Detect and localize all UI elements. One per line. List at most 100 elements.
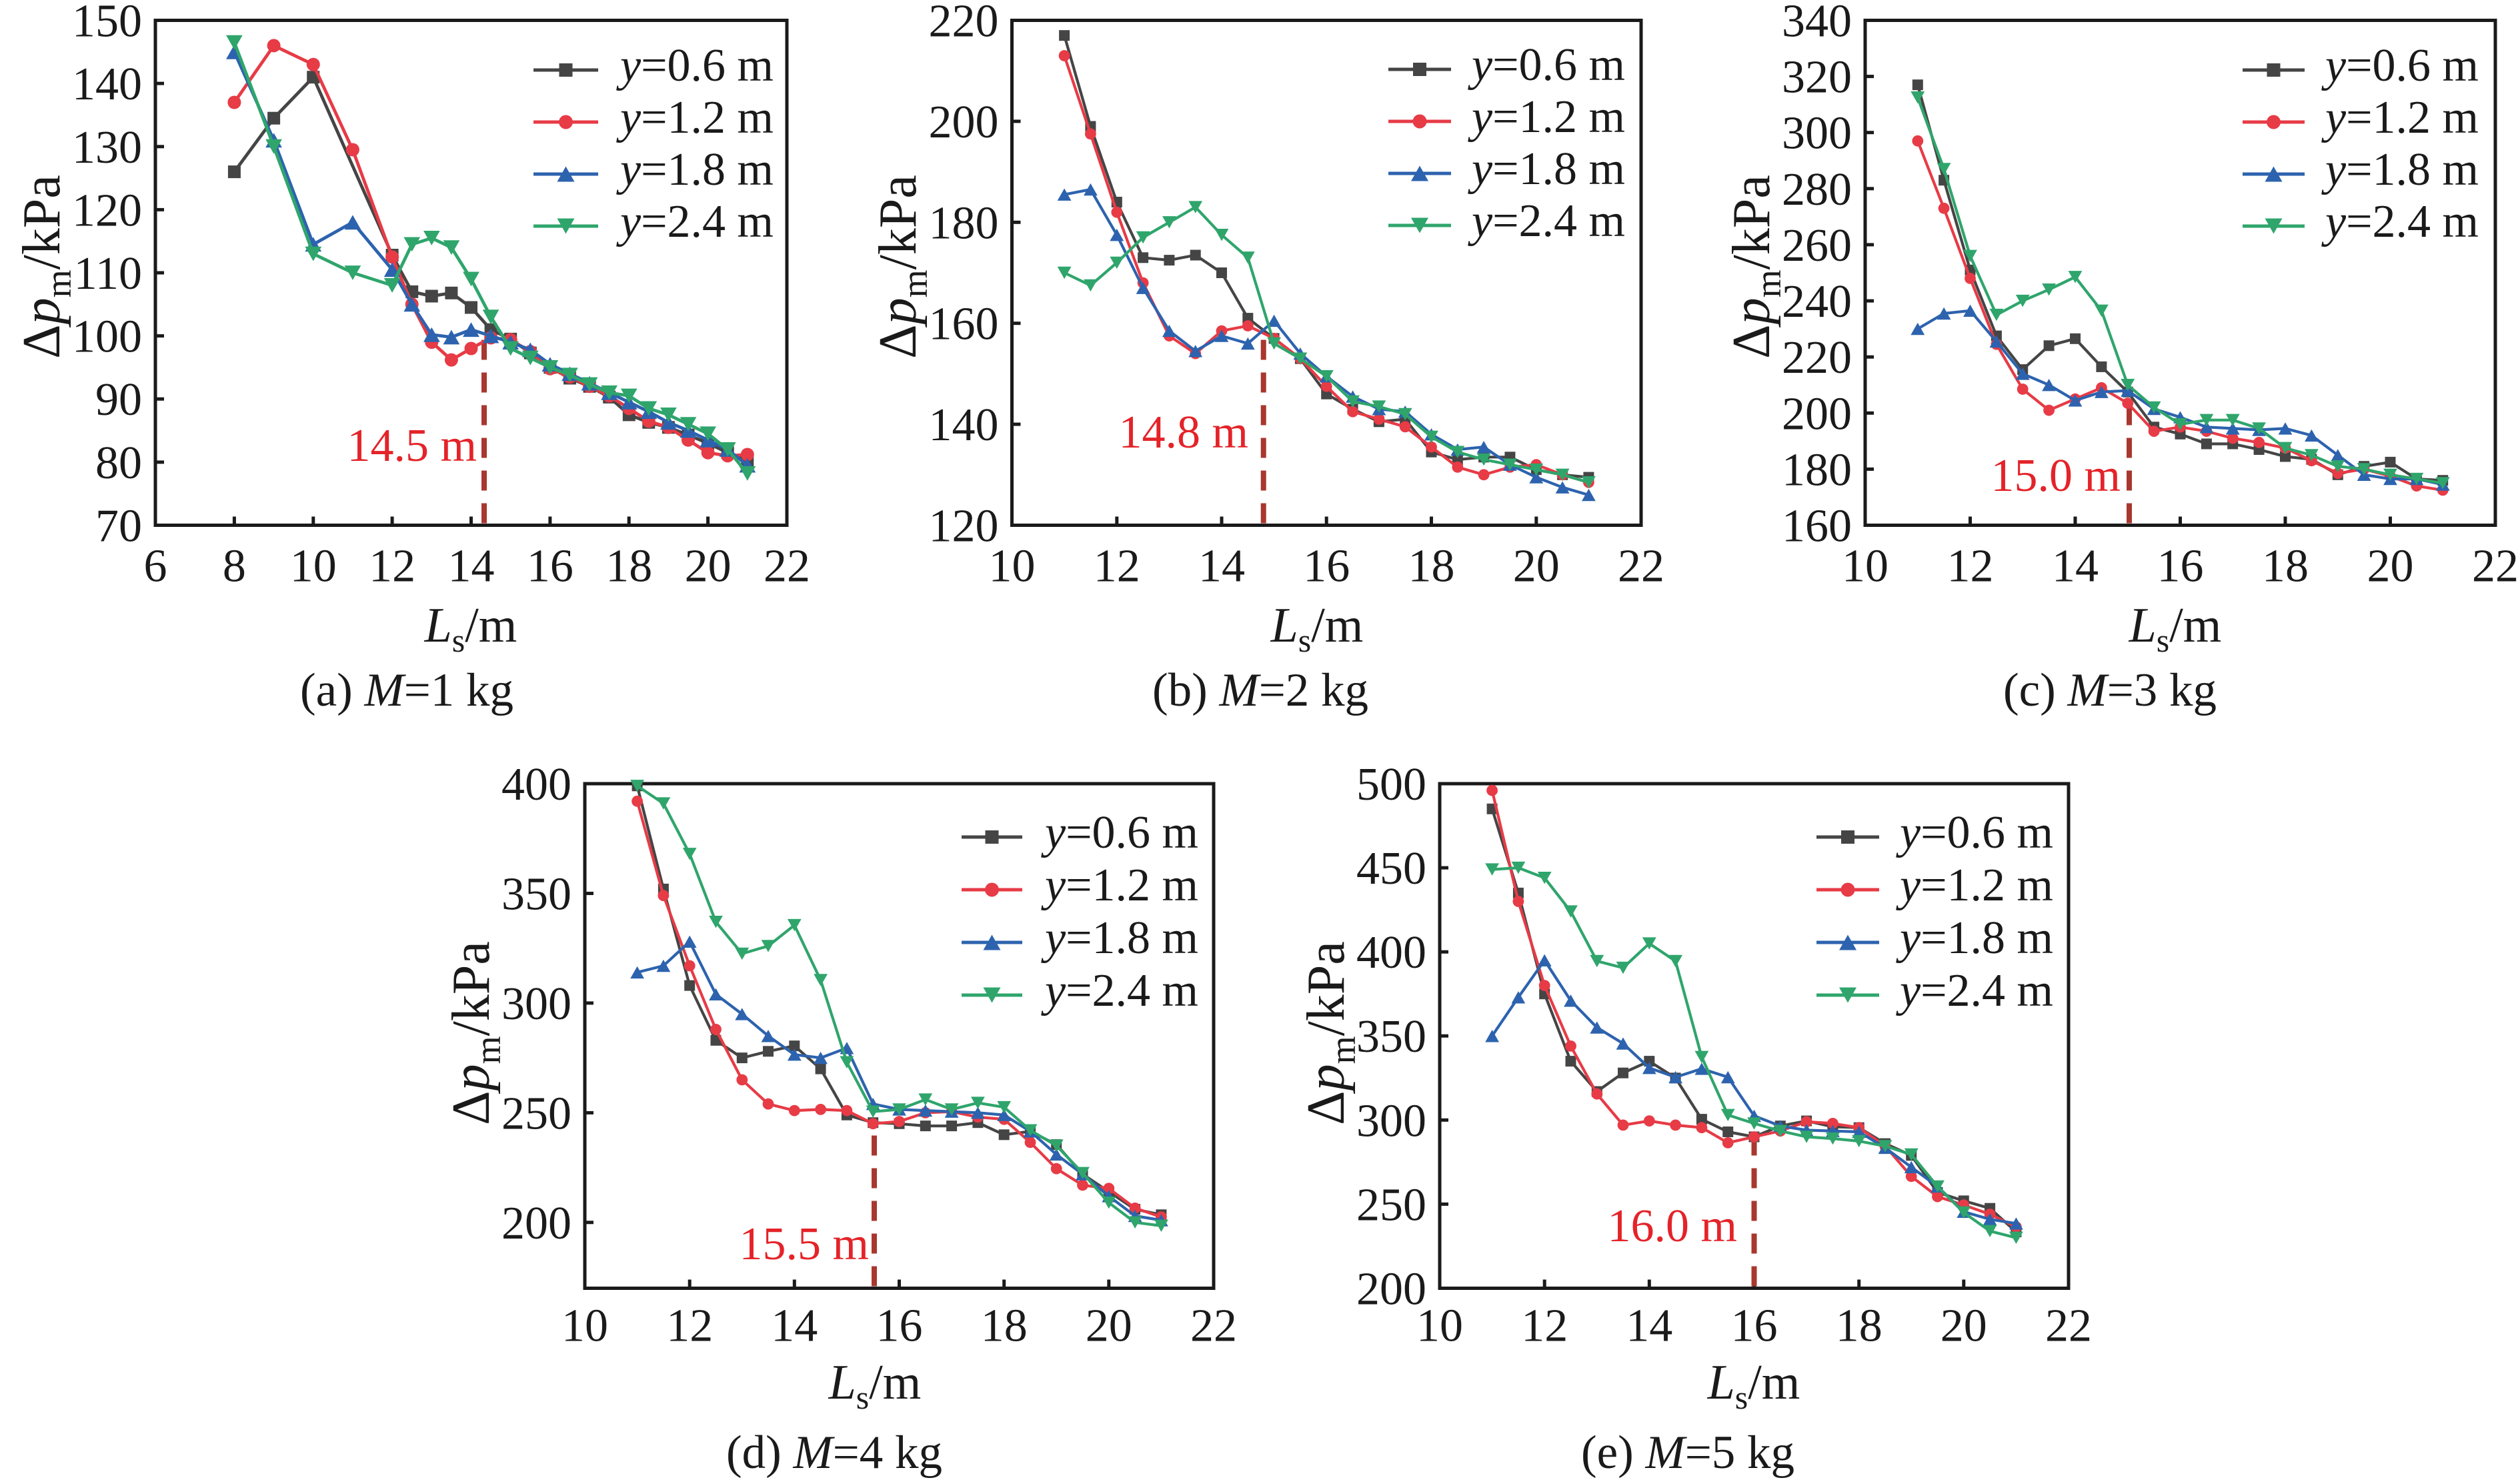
svg-text:y=0.6 m: y=0.6 m: [1468, 39, 1625, 91]
svg-text:12: 12: [1521, 1301, 1568, 1352]
svg-text:(e) M=5 kg: (e) M=5 kg: [1581, 1427, 1794, 1479]
svg-text:Ls/m: Ls/m: [2129, 598, 2222, 659]
svg-text:6: 6: [144, 541, 167, 592]
svg-text:y=1.2 m: y=1.2 m: [1896, 860, 2053, 911]
svg-text:340: 340: [1782, 0, 1852, 47]
svg-text:y=2.4 m: y=2.4 m: [1468, 195, 1625, 247]
svg-text:16: 16: [2157, 541, 2204, 592]
svg-text:16: 16: [1303, 541, 1350, 592]
svg-text:120: 120: [72, 185, 142, 236]
svg-text:180: 180: [929, 197, 999, 249]
svg-text:10: 10: [1842, 541, 1888, 592]
svg-text:14.8 m: 14.8 m: [1119, 407, 1248, 458]
svg-text:20: 20: [685, 541, 732, 592]
svg-text:120: 120: [929, 501, 999, 552]
svg-text:12: 12: [369, 541, 415, 592]
svg-text:220: 220: [929, 0, 999, 47]
svg-text:Ls/m: Ls/m: [424, 598, 517, 659]
svg-text:14: 14: [771, 1301, 818, 1352]
svg-text:Δpm/kPa: Δpm/kPa: [13, 175, 79, 359]
svg-text:10: 10: [290, 541, 337, 592]
svg-text:400: 400: [1356, 927, 1426, 978]
svg-text:15.0 m: 15.0 m: [1991, 450, 2121, 502]
svg-text:200: 200: [501, 1198, 571, 1249]
svg-text:140: 140: [72, 59, 142, 110]
svg-text:16: 16: [1731, 1301, 1778, 1352]
svg-text:18: 18: [1836, 1301, 1882, 1352]
svg-text:260: 260: [1782, 220, 1852, 271]
svg-text:y=1.8 m: y=1.8 m: [1468, 143, 1625, 195]
svg-text:20: 20: [1941, 1301, 1987, 1352]
svg-text:(a) M=1 kg: (a) M=1 kg: [300, 664, 513, 716]
svg-text:Δpm/kPa: Δpm/kPa: [1722, 175, 1788, 359]
svg-text:300: 300: [1782, 108, 1852, 159]
svg-text:Ls/m: Ls/m: [1270, 598, 1364, 659]
svg-text:y=1.2 m: y=1.2 m: [1041, 860, 1198, 911]
svg-text:y=1.8 m: y=1.8 m: [1896, 912, 2053, 964]
svg-text:y=1.8 m: y=1.8 m: [2321, 144, 2479, 195]
svg-text:y=1.2 m: y=1.2 m: [1468, 91, 1625, 143]
svg-text:280: 280: [1782, 164, 1852, 215]
svg-text:Ls/m: Ls/m: [828, 1355, 922, 1416]
svg-text:(b) M=2 kg: (b) M=2 kg: [1152, 664, 1368, 716]
svg-text:16: 16: [527, 541, 573, 592]
svg-text:150: 150: [72, 0, 142, 47]
svg-text:22: 22: [2472, 541, 2519, 592]
svg-text:18: 18: [2262, 541, 2309, 592]
svg-text:22: 22: [764, 541, 810, 592]
svg-text:240: 240: [1782, 276, 1852, 327]
svg-text:y=0.6 m: y=0.6 m: [1896, 807, 2053, 858]
svg-text:y=1.2 m: y=1.2 m: [616, 92, 774, 143]
svg-text:y=2.4 m: y=2.4 m: [616, 196, 774, 247]
svg-text:350: 350: [501, 869, 571, 920]
svg-text:20: 20: [2367, 541, 2414, 592]
svg-text:14: 14: [448, 541, 495, 592]
svg-text:18: 18: [981, 1301, 1028, 1352]
svg-text:y=1.8 m: y=1.8 m: [1041, 912, 1198, 964]
svg-text:80: 80: [95, 438, 142, 489]
svg-text:300: 300: [501, 978, 571, 1030]
svg-text:Ls/m: Ls/m: [1707, 1355, 1800, 1416]
svg-text:22: 22: [1190, 1301, 1237, 1352]
svg-text:250: 250: [1356, 1179, 1426, 1231]
svg-text:110: 110: [74, 248, 142, 299]
svg-text:10: 10: [1416, 1301, 1463, 1352]
svg-text:Δpm/kPa: Δpm/kPa: [442, 941, 508, 1125]
svg-text:350: 350: [1356, 1011, 1426, 1062]
svg-text:130: 130: [72, 122, 142, 173]
svg-text:450: 450: [1356, 843, 1426, 894]
svg-text:10: 10: [561, 1301, 608, 1352]
svg-text:22: 22: [2045, 1301, 2092, 1352]
svg-text:200: 200: [929, 97, 999, 148]
svg-text:90: 90: [95, 374, 142, 426]
svg-text:y=1.2 m: y=1.2 m: [2321, 92, 2479, 143]
svg-text:12: 12: [1094, 541, 1140, 592]
svg-text:16.0 m: 16.0 m: [1608, 1201, 1737, 1252]
svg-text:18: 18: [1408, 541, 1455, 592]
svg-text:300: 300: [1356, 1095, 1426, 1147]
svg-text:14.5 m: 14.5 m: [347, 420, 477, 472]
svg-text:y=0.6 m: y=0.6 m: [616, 40, 774, 91]
svg-text:20: 20: [1086, 1301, 1132, 1352]
svg-text:200: 200: [1356, 1264, 1426, 1315]
svg-text:22: 22: [1618, 541, 1664, 592]
svg-text:140: 140: [929, 400, 999, 451]
svg-text:(d) M=4 kg: (d) M=4 kg: [726, 1427, 942, 1479]
svg-text:14: 14: [1198, 541, 1245, 592]
svg-text:(c) M=3 kg: (c) M=3 kg: [2003, 664, 2217, 716]
svg-text:160: 160: [1782, 501, 1852, 552]
svg-text:10: 10: [989, 541, 1036, 592]
svg-text:180: 180: [1782, 444, 1852, 496]
svg-text:15.5 m: 15.5 m: [740, 1219, 869, 1270]
svg-text:12: 12: [1947, 541, 1994, 592]
svg-text:y=1.8 m: y=1.8 m: [616, 144, 774, 195]
svg-text:y=0.6 m: y=0.6 m: [1041, 807, 1198, 858]
svg-text:y=2.4 m: y=2.4 m: [1041, 965, 1198, 1016]
svg-text:y=2.4 m: y=2.4 m: [1896, 965, 2053, 1016]
svg-text:200: 200: [1782, 388, 1852, 440]
svg-text:Δpm/kPa: Δpm/kPa: [1297, 941, 1363, 1125]
svg-text:500: 500: [1356, 759, 1426, 810]
svg-text:Δpm/kPa: Δpm/kPa: [869, 175, 935, 359]
svg-text:8: 8: [223, 541, 246, 592]
svg-text:250: 250: [501, 1088, 571, 1139]
